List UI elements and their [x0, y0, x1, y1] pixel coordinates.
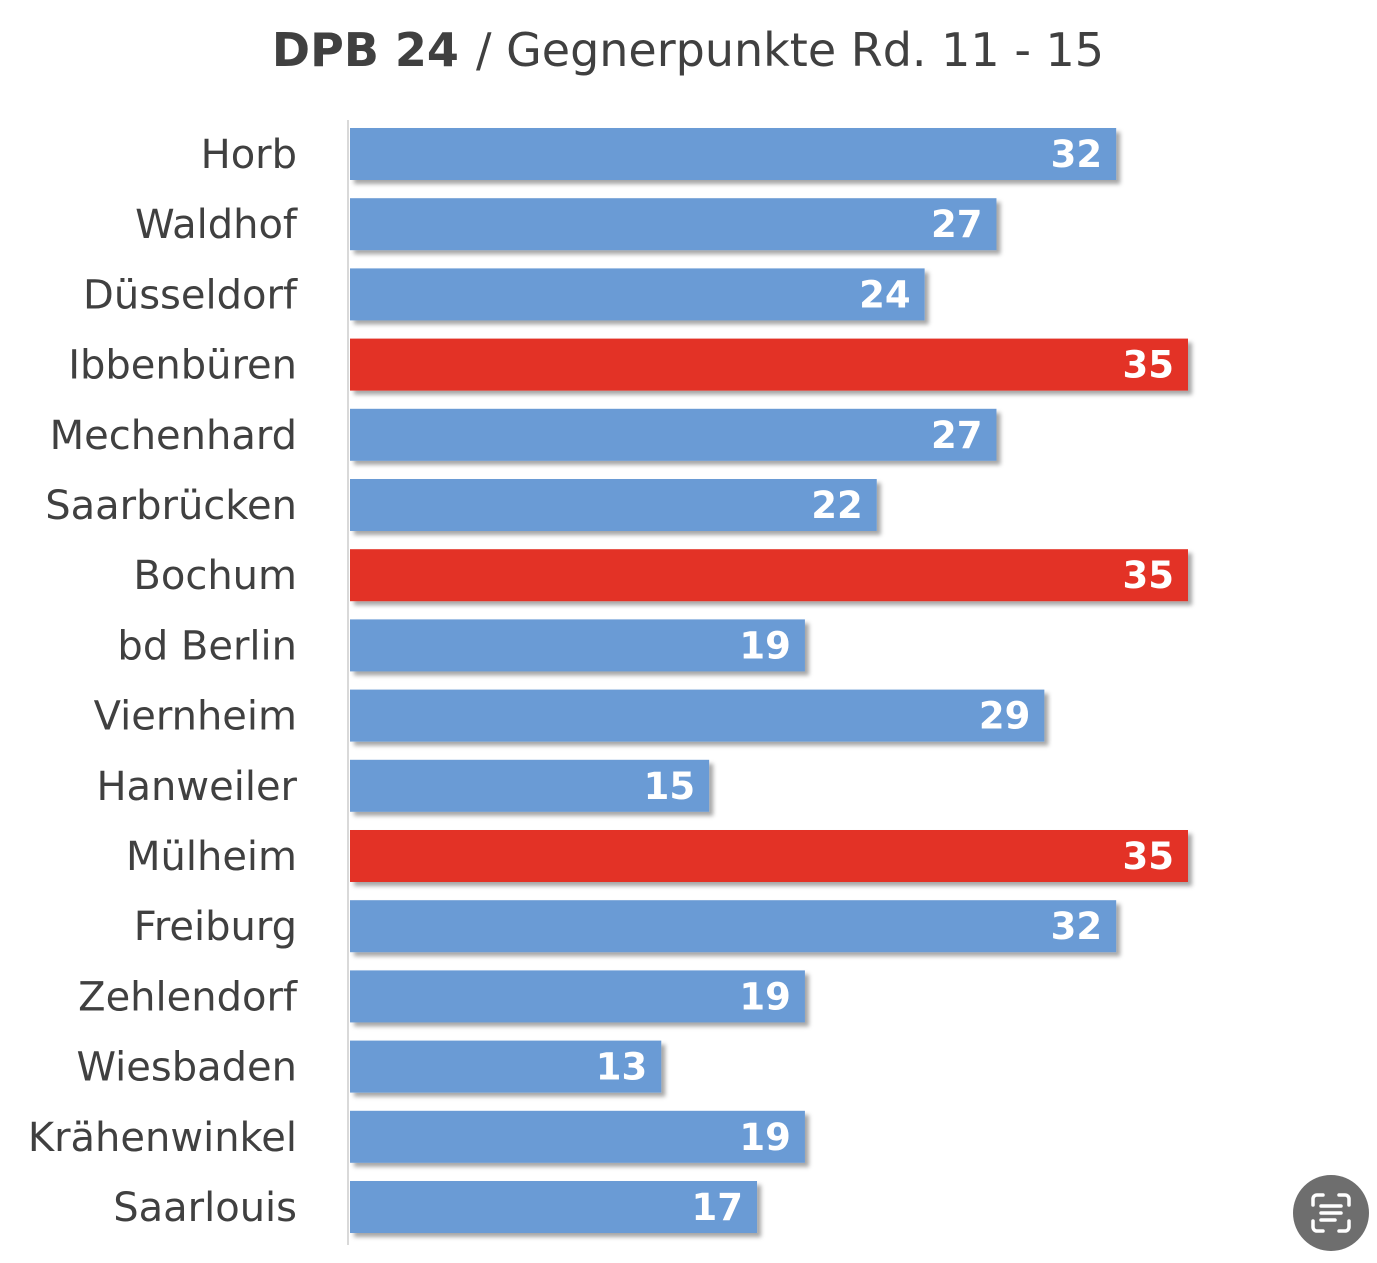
value-label: 19 [739, 1116, 791, 1159]
bar [350, 1110, 805, 1163]
scan-text-icon [1311, 1193, 1351, 1233]
value-label: 19 [739, 624, 791, 667]
bar [350, 830, 1188, 882]
category-label: Mechenhard [50, 413, 297, 459]
value-label: 32 [1051, 905, 1103, 948]
category-label: Saarbrücken [45, 483, 297, 529]
bar [350, 619, 805, 672]
bar [350, 128, 1117, 180]
bar [350, 268, 925, 321]
value-label: 29 [979, 695, 1031, 738]
category-label: Düsseldorf [83, 272, 298, 318]
category-label: Waldhof [135, 202, 298, 248]
value-label: 17 [692, 1186, 744, 1229]
value-label: 35 [1123, 554, 1175, 597]
value-label: 19 [739, 975, 791, 1018]
scan-text-button[interactable] [1293, 1175, 1369, 1251]
category-label: Krähenwinkel [28, 1115, 297, 1161]
bar [350, 479, 877, 531]
bars-group: Horb 32 Waldhof 27 Düsseldorf 24 Ibbenbüren 35 M… [28, 128, 1188, 1233]
bar [350, 549, 1188, 602]
value-label: 35 [1123, 835, 1175, 878]
category-label: Freiburg [134, 904, 297, 950]
category-label: Saarlouis [113, 1185, 297, 1231]
category-label: Viernheim [94, 694, 297, 740]
value-label: 24 [859, 273, 911, 316]
chart-title-bold: DPB 24 [272, 23, 459, 77]
value-label: 15 [644, 765, 696, 808]
bar [350, 900, 1117, 953]
bar [350, 689, 1045, 742]
bar [350, 1040, 662, 1093]
bar [350, 970, 805, 1023]
value-label: 35 [1123, 344, 1175, 387]
category-label: Wiesbaden [77, 1045, 298, 1091]
category-label: Bochum [133, 553, 297, 599]
bar [350, 338, 1188, 391]
bar [350, 408, 997, 461]
bar [350, 1181, 758, 1233]
category-label: bd Berlin [117, 623, 297, 669]
category-label: Horb [201, 132, 297, 178]
chart-title-rest: / Gegnerpunkte Rd. 11 - 15 [476, 23, 1104, 77]
category-label: Mülheim [126, 834, 297, 880]
category-label: Hanweiler [96, 764, 297, 810]
bar [350, 759, 710, 812]
value-label: 32 [1051, 133, 1103, 176]
category-label: Zehlendorf [78, 974, 298, 1020]
bar [350, 198, 997, 251]
category-label: Ibbenbüren [68, 343, 297, 389]
value-label: 27 [931, 414, 983, 457]
value-label: 22 [811, 484, 863, 527]
value-label: 13 [596, 1046, 648, 1089]
chart-title: DPB 24 / Gegnerpunkte Rd. 11 - 15 [272, 23, 1104, 77]
value-label: 27 [931, 203, 983, 246]
